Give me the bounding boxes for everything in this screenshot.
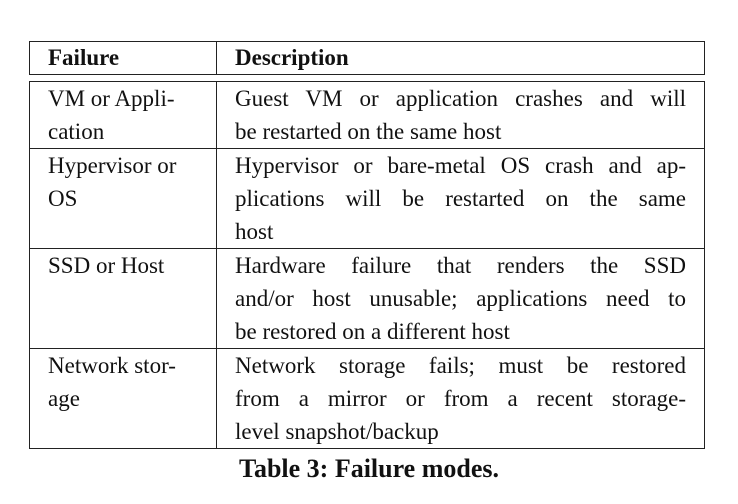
description-text-line: host [235,219,274,244]
description-text-line: from a mirror or from a recent storage- [235,386,686,411]
failure-text-line: age [48,386,80,411]
failure-text-line: cation [48,119,105,144]
table-caption: Table 3: Failure modes. [238,454,499,483]
failure-text-line: Network stor- [48,353,176,378]
description-text-line: Hardware failure that renders the SSD [235,253,686,278]
description-text-line: Hypervisor or bare-metal OS crash and ap… [235,153,686,178]
description-text-line: level snapshot/backup [235,419,439,444]
header-failure: Failure [29,41,217,75]
gap-cell [29,74,217,82]
failure-modes-table: Failure Description VM or Appli- cation … [29,41,705,449]
failure-modes-table-container: Failure Description VM or Appli- cation … [29,41,705,449]
table-row: Network stor- age Network storage fails;… [29,348,705,449]
failure-text-line: OS [48,186,78,211]
description-text-line: be restored on a different host [235,319,510,344]
description-cell: Guest VM or application crashes and will… [216,81,705,149]
table-row: Hypervisor or OS Hypervisor or bare-meta… [29,148,705,249]
table-header-row: Failure Description [29,41,705,75]
failure-cell: Hypervisor or OS [29,148,217,249]
failure-text-line: VM or Appli- [48,86,175,111]
description-cell: Hardware failure that renders the SSD an… [216,248,705,349]
table-row: VM or Appli- cation Guest VM or applicat… [29,81,705,149]
description-cell: Hypervisor or bare-metal OS crash and ap… [216,148,705,249]
failure-cell: Network stor- age [29,348,217,449]
table-row: SSD or Host Hardware failure that render… [29,248,705,349]
description-text-line: and/or host unusable; applications need … [235,286,686,311]
description-cell: Network storage fails; must be restored … [216,348,705,449]
description-text-line: plications will be restarted on the same [235,186,686,211]
description-text-line: Network storage fails; must be restored [235,353,686,378]
failure-cell: SSD or Host [29,248,217,349]
failure-cell: VM or Appli- cation [29,81,217,149]
gap-cell [216,74,705,82]
failure-text-line: SSD or Host [48,253,165,278]
header-description: Description [216,41,705,75]
failure-text-line: Hypervisor or [48,153,177,178]
description-text-line: be restarted on the same host [235,119,502,144]
header-gap [29,74,705,82]
description-text-line: Guest VM or application crashes and will [235,86,686,111]
